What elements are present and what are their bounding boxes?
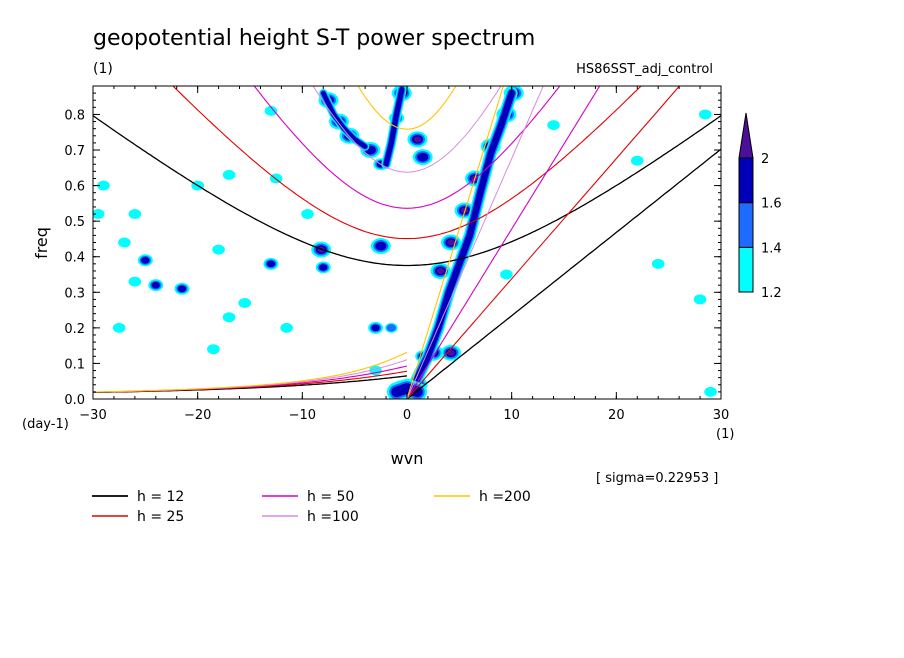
power-contour-blob [319,264,328,271]
power-contour-blob [413,136,422,143]
x-tick-label: 20 [608,408,625,423]
power-contour-blob [222,169,236,180]
y-tick-label: 0.1 [64,357,85,372]
power-contour-blob [238,297,252,308]
power-contour-blob [651,258,665,269]
power-contour-blob [436,267,445,274]
power-contour-blob [141,256,150,264]
power-contour-blob [375,241,387,251]
legend-label: h =100 [307,509,359,525]
colorbar-label: 1.4 [761,241,782,256]
colorbar-label: 1.2 [761,286,782,301]
legend-label: h =200 [479,489,531,505]
dispersion-curve [312,86,502,173]
dispersion-curve [253,86,561,209]
power-contour-blob [151,281,160,289]
dispersion-curve [406,86,544,399]
power-contour-blob [177,285,187,293]
power-contour-blob [417,152,429,162]
x-axis-unit: (1) [716,427,734,442]
power-contour-blob [222,312,236,323]
power-contour-blob [386,324,396,332]
colorbar-segment [738,157,754,204]
power-contour-blob [128,276,142,287]
sigma-label: [ sigma=0.22953 ] [596,471,718,486]
colorbar-extend-triangle [738,112,754,159]
power-contour-ridge [321,90,368,149]
dispersion-curve [406,148,721,399]
y-tick-label: 0.0 [64,393,85,408]
dispersion-curve [406,86,504,399]
y-axis-label: freq [32,227,51,259]
dispersion-curve [172,86,642,240]
power-contour-blob [212,244,225,255]
power-contour-blob [704,386,717,397]
colorbar-segment [738,246,754,293]
power-contour-blob [93,209,105,220]
power-contour-blob [693,294,707,305]
power-contour-blob [371,324,380,332]
power-contour-ridge [405,89,515,399]
y-tick-label: 0.6 [64,180,85,195]
colorbar-label: 1.6 [761,197,782,212]
y-tick-label: 0.4 [64,251,85,266]
x-tick-label: 30 [713,408,730,423]
x-tick-label: −20 [184,408,211,423]
dispersion-curve [93,115,721,267]
power-contour-blob [207,344,220,355]
legend-label: h = 25 [137,509,184,525]
colorbar-label: 2 [761,152,769,167]
dispersion-curve [357,86,457,130]
plot-area [93,86,721,399]
power-contour-blob [447,239,455,246]
power-contour-blob [280,322,293,333]
x-tick-label: −30 [79,408,106,423]
chart-subtitle-right: HS86SST_adj_control [576,62,713,77]
y-tick-label: 0.8 [64,108,85,123]
power-contour-blob [447,349,455,356]
power-contour-blob [500,269,513,280]
power-contour-blob [301,209,314,220]
legend-label: h = 12 [137,489,184,505]
colorbar-segment [738,202,754,248]
chart-subtitle-left: (1) [93,61,113,77]
dispersion-curve [93,351,408,393]
power-contour-blob [112,322,126,333]
x-tick-label: 10 [503,408,520,423]
power-contour-blob [699,109,712,120]
dispersion-curve [406,86,601,399]
legend-label: h = 50 [307,489,354,505]
y-tick-label: 0.3 [64,286,85,301]
power-contour-blob [264,105,278,116]
power-contour-blob [266,260,276,268]
power-contour-blob [547,120,560,131]
power-contour-blob [128,209,142,220]
power-contour-blob [118,237,131,248]
x-tick-label: 0 [403,408,411,423]
chart-title: geopotential height S-T power spectrum [93,26,535,51]
x-tick-label: −10 [289,408,316,423]
y-tick-label: 0.5 [64,215,85,230]
power-contour-ridge [383,87,405,167]
y-axis-unit: (day-1) [22,417,69,432]
dispersion-curve [406,86,681,399]
y-tick-label: 0.7 [64,144,85,159]
x-axis-label: wvn [391,449,424,468]
power-contour-blob [97,180,110,191]
y-tick-label: 0.2 [64,322,85,337]
power-contour-blob [630,155,644,166]
